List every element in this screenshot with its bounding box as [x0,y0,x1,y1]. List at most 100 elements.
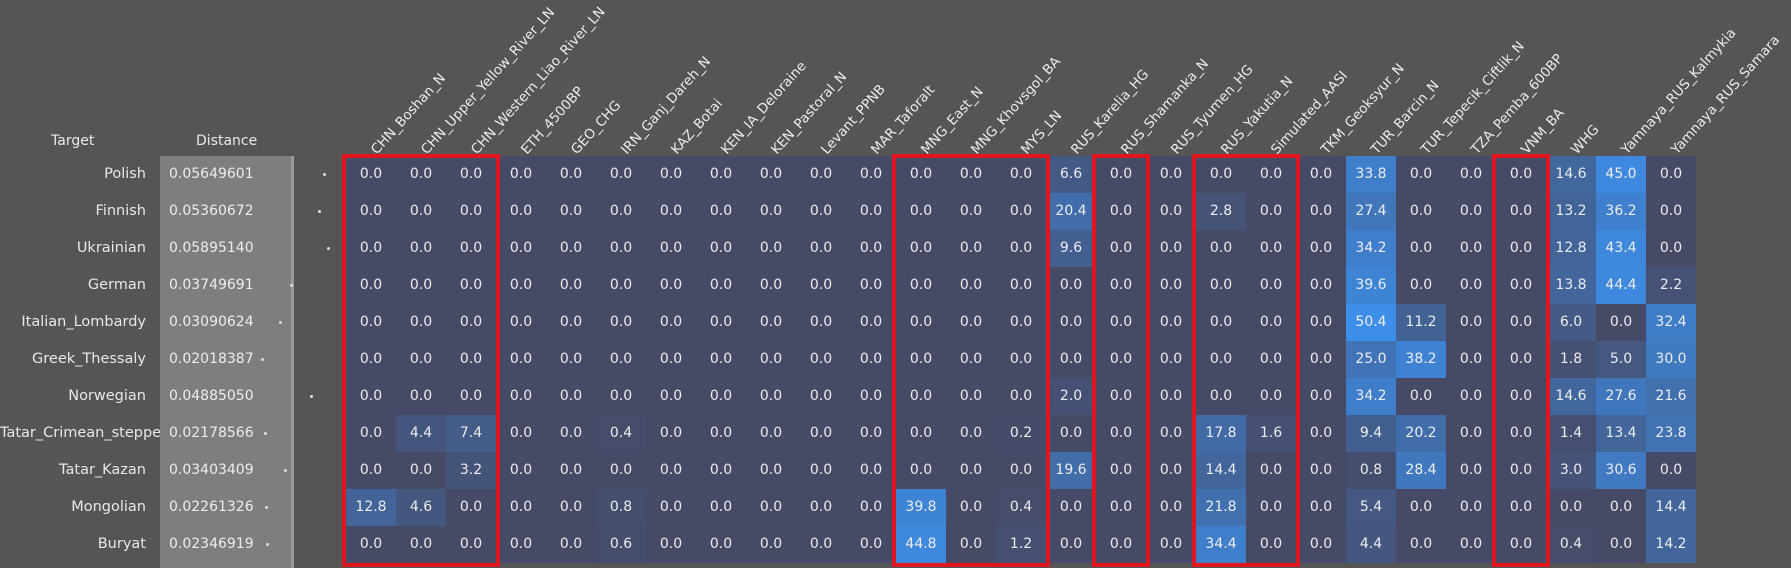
table-cell: 0.0 [1246,193,1296,230]
table-cell: 2.8 [1196,193,1246,230]
table-cell: 4.4 [1346,526,1396,563]
table-cell: 34.4 [1196,526,1246,563]
row-target-name[interactable]: Polish [104,166,146,182]
row-target-name[interactable]: Norwegian [68,388,146,404]
table-cell: 0.0 [646,526,696,563]
table-cell: 0.0 [1396,193,1446,230]
table-cell: 0.8 [1346,452,1396,489]
table-cell: 0.0 [1246,452,1296,489]
table-cell: 0.0 [1146,304,1196,341]
table-cell: 0.0 [546,378,596,415]
table-cell: 0.0 [1296,193,1346,230]
table-cell: 0.0 [746,341,796,378]
table-cell: 0.0 [846,415,896,452]
table-cell: 0.0 [596,156,646,193]
row-target-name[interactable]: Ukrainian [76,240,146,256]
table-cell: 0.0 [496,267,546,304]
table-cell: 0.0 [1096,526,1146,563]
table-cell: 0.0 [446,526,496,563]
column-header-mys-ln[interactable]: MYS_LN [1018,107,1066,158]
table-cell: 0.0 [746,230,796,267]
table-cell: 0.0 [1596,489,1646,526]
table-cell: 0.0 [696,452,746,489]
row-target-name[interactable]: Tatar_Crimean_steppe [0,425,162,441]
distance-sparkline-dot [284,469,288,472]
table-cell: 0.0 [846,267,896,304]
table-cell: 0.0 [646,452,696,489]
column-header-whg[interactable]: WHG [1568,121,1603,158]
table-cell: 0.0 [1096,378,1146,415]
table-cell: 0.0 [846,452,896,489]
row-distance-value: 0.03749691 [169,277,254,293]
table-cell: 0.0 [1446,526,1496,563]
table-cell: 0.0 [1446,156,1496,193]
table-cell: 0.0 [946,156,996,193]
table-cell: 0.0 [1396,156,1446,193]
table-cell: 5.4 [1346,489,1396,526]
table-cell: 0.0 [546,304,596,341]
table-cell: 0.0 [546,193,596,230]
target-column-header[interactable]: Target [51,133,95,149]
row-distance-value: 0.02178566 [169,425,254,441]
table-cell: 0.0 [746,156,796,193]
row-target-name[interactable]: Mongolian [71,499,146,515]
column-header-tza-pemba-600bp[interactable]: TZA_Pemba_600BP [1468,50,1567,158]
table-cell: 0.0 [1496,489,1546,526]
row-target-name[interactable]: Finnish [95,203,146,219]
table-cell: 0.0 [1146,526,1196,563]
table-cell: 0.0 [346,267,396,304]
table-cell: 0.0 [1446,193,1496,230]
table-cell: 0.0 [1046,267,1096,304]
table-cell: 14.4 [1196,452,1246,489]
row-target-name[interactable]: Greek_Thessaly [32,351,146,367]
table-cell: 0.0 [496,341,546,378]
table-cell: 0.0 [896,415,946,452]
column-header-rus-shamanka-n[interactable]: RUS_Shamanka_N [1118,55,1212,158]
table-cell: 0.0 [696,267,746,304]
table-cell: 39.6 [1346,267,1396,304]
table-cell: 0.0 [596,341,646,378]
table-cell: 13.8 [1546,267,1596,304]
table-cell: 2.0 [1046,378,1096,415]
table-cell: 0.0 [396,378,446,415]
table-cell: 0.4 [1546,526,1596,563]
table-cell: 30.0 [1646,341,1696,378]
table-cell: 0.0 [1446,267,1496,304]
table-cell: 0.0 [746,378,796,415]
table-cell: 0.0 [696,526,746,563]
table-cell: 0.0 [996,267,1046,304]
row-target-name[interactable]: Tatar_Kazan [59,462,146,478]
column-header-mng-khovsgol-ba[interactable]: MNG_Khovsgol_BA [968,53,1064,158]
table-cell: 33.8 [1346,156,1396,193]
row-target-name[interactable]: Italian_Lombardy [21,314,146,330]
distance-sparkline-dot [279,321,283,324]
row-distance-value: 0.02018387 [169,351,254,367]
column-header-ken-ia-deloraine[interactable]: KEN_IA_Deloraine [718,58,810,158]
table-cell: 0.0 [1396,489,1446,526]
table-cell: 0.0 [1296,230,1346,267]
table-cell: 0.0 [1096,452,1146,489]
table-cell: 0.0 [646,415,696,452]
table-cell: 0.0 [596,193,646,230]
column-header-irn-ganj-dareh-n[interactable]: IRN_Ganj_Dareh_N [618,53,714,158]
table-cell: 0.0 [696,341,746,378]
table-cell: 0.0 [1196,378,1246,415]
row-target-name[interactable]: Buryat [97,536,146,552]
table-cell: 6.6 [1046,156,1096,193]
column-header-geo-chg[interactable]: GEO_CHG [568,97,625,158]
table-cell: 0.0 [396,341,446,378]
table-cell: 0.0 [796,267,846,304]
table-cell: 1.4 [1546,415,1596,452]
table-cell: 0.0 [896,156,946,193]
table-cell: 6.0 [1546,304,1596,341]
column-header-vnm-ba[interactable]: VNM_BA [1518,105,1568,158]
table-cell: 0.0 [696,489,746,526]
table-cell: 0.0 [796,489,846,526]
table-cell: 0.0 [946,415,996,452]
table-cell: 0.0 [1296,156,1346,193]
table-cell: 0.0 [696,193,746,230]
distance-column-header[interactable]: Distance [196,133,258,149]
table-cell: 0.0 [896,267,946,304]
row-target-name[interactable]: German [87,277,146,293]
table-cell: 0.0 [646,193,696,230]
